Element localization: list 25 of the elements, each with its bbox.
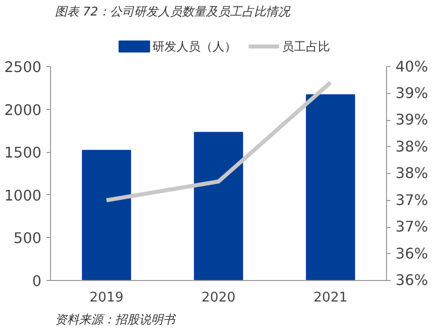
y2-tick-label: 39% — [396, 112, 428, 128]
y-tick-label: 1500 — [4, 144, 42, 162]
x-tick-label: 2021 — [314, 290, 348, 306]
x-tick-label: 2020 — [202, 290, 236, 306]
y-tick-label: 500 — [14, 230, 42, 248]
text: 资料来源：招股说明书 — [55, 312, 178, 326]
chart-title: 图表 72：公司研发人员数量及员工占比情况 — [55, 4, 292, 18]
y2-tick-label: 37% — [396, 192, 428, 209]
x-tick-label: 2019 — [90, 290, 124, 306]
y-tick-label: 0 — [32, 273, 42, 290]
y2-tick-label: 36% — [396, 245, 428, 262]
y2-tick-label: 40% — [396, 58, 428, 76]
y-tick-label: 1000 — [4, 187, 42, 204]
y2-tick-label: 37% — [396, 218, 428, 236]
bar — [306, 94, 356, 280]
bar — [82, 150, 132, 280]
y2-tick-label: 39% — [396, 84, 428, 102]
y-tick-label: 2500 — [4, 59, 42, 76]
y-tick-label: 2000 — [4, 102, 42, 119]
y2-tick-label: 38% — [396, 138, 428, 156]
y2-tick-label: 38% — [396, 165, 428, 182]
legend-label: 员工占比 — [282, 40, 330, 54]
bar — [194, 132, 244, 280]
legend-label: 研发人员（人） — [152, 40, 237, 54]
y2-tick-label: 36% — [396, 272, 428, 289]
